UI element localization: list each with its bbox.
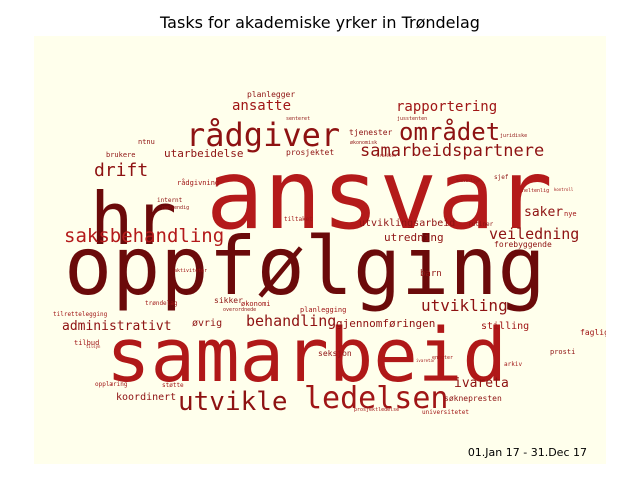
cloud-word-39: brukere [106, 151, 136, 159]
cloud-word-18: saker [524, 205, 563, 220]
cloud-word-41: rådgivning [177, 178, 219, 187]
cloud-word-40: ntnu [138, 138, 155, 146]
cloud-word-57: aktiviteter [174, 268, 207, 274]
cloud-word-28: forebyggende [494, 240, 552, 249]
cloud-word-20: utviklingsarbeid [359, 218, 455, 229]
cloud-word-29: faglig [580, 328, 606, 337]
cloud-word-64: enheter [432, 355, 453, 361]
cloud-word-45: internt [157, 197, 183, 204]
cloud-word-8: saksbehandling [64, 225, 224, 247]
cloud-word-9: samarbeidspartnere [360, 141, 544, 161]
cloud-word-25: søknepresten [444, 394, 502, 403]
cloud-word-50: arkiv [504, 361, 522, 368]
cloud-word-27: øvrig [192, 318, 222, 329]
cloud-word-54: juridiske [500, 133, 527, 139]
cloud-word-52: rutiner [468, 221, 494, 228]
cloud-word-31: tjenester [349, 128, 393, 137]
cloud-word-60: senteret [286, 116, 310, 122]
cloud-word-26: barn [420, 269, 442, 279]
cloud-word-2: samarbeid [106, 313, 507, 399]
cloud-word-22: gjennomføringen [336, 317, 435, 330]
cloud-word-34: prosti [550, 348, 575, 356]
cloud-word-49: tilrettelegging [53, 311, 108, 318]
cloud-word-1: oppfølging [64, 220, 546, 313]
cloud-word-24: koordinert [116, 392, 176, 403]
cloud-word-44: støtte [162, 382, 184, 389]
cloud-word-21: utredning [384, 231, 444, 244]
date-range-label: 01.Jan 17 - 31.Dec 17 [467, 446, 587, 459]
cloud-word-5: området [399, 117, 500, 146]
cloud-word-55: universitetet [422, 409, 469, 416]
cloud-word-36: økonomi [241, 300, 271, 308]
cloud-word-23: stilling [481, 321, 529, 332]
cloud-word-63: ansvarlige [456, 178, 481, 183]
cloud-word-4: rådgiver [186, 116, 340, 154]
cloud-word-19: utarbeidelse [164, 147, 243, 160]
cloud-word-17: ivareta [454, 376, 509, 391]
cloud-word-42: tilbud [74, 339, 99, 347]
cloud-word-37: sikker [214, 296, 243, 305]
cloud-word-35: seksjon [318, 349, 352, 358]
cloud-word-47: tiltaket [284, 216, 313, 223]
cloud-word-15: veiledning [489, 225, 579, 243]
cloud-word-53: sjef [494, 174, 509, 181]
cloud-word-16: administrativt [62, 319, 172, 334]
cloud-word-6: ledelsen [304, 381, 449, 416]
cloud-word-14: utvikling [421, 296, 508, 315]
cloud-word-32: prosjektet [286, 148, 334, 157]
cloud-word-65: ivaretar [416, 358, 436, 363]
cloud-word-38: planlegging [300, 306, 346, 314]
cloud-word-66: tilsyn [86, 344, 101, 349]
cloud-word-43: opplæring [95, 381, 128, 388]
cloud-word-62: arbeidet [377, 153, 397, 158]
cloud-word-7: utvikle [178, 387, 288, 417]
cloud-word-3: hr [90, 177, 177, 261]
cloud-word-48: trøndelag [145, 300, 178, 307]
cloud-word-51: heltenlig [522, 188, 549, 194]
cloud-word-10: drift [94, 160, 148, 181]
cloud-word-30: planlegger [247, 90, 295, 99]
cloud-word-11: ansatte [232, 98, 291, 114]
chart-title: Tasks for akademiske yrker in Trøndelag [160, 13, 480, 32]
cloud-word-0: ansvar [206, 139, 553, 251]
word-cloud-panel: ansvar oppfølging samarbeid hr rådgiver områd… [34, 36, 606, 464]
cloud-word-67: kontroll [554, 187, 574, 192]
cloud-word-12: rapportering [396, 99, 497, 115]
cloud-background [34, 36, 606, 464]
cloud-word-56: prosjektledelse [354, 407, 399, 413]
cloud-word-58: overordnede [223, 307, 256, 313]
cloud-word-46: nødvendig [162, 205, 189, 211]
cloud-word-13: behandling [246, 312, 336, 330]
cloud-word-61: økonomisk [350, 140, 377, 146]
cloud-word-33: nye [564, 210, 577, 218]
cloud-word-59: jusstenten [397, 116, 427, 122]
